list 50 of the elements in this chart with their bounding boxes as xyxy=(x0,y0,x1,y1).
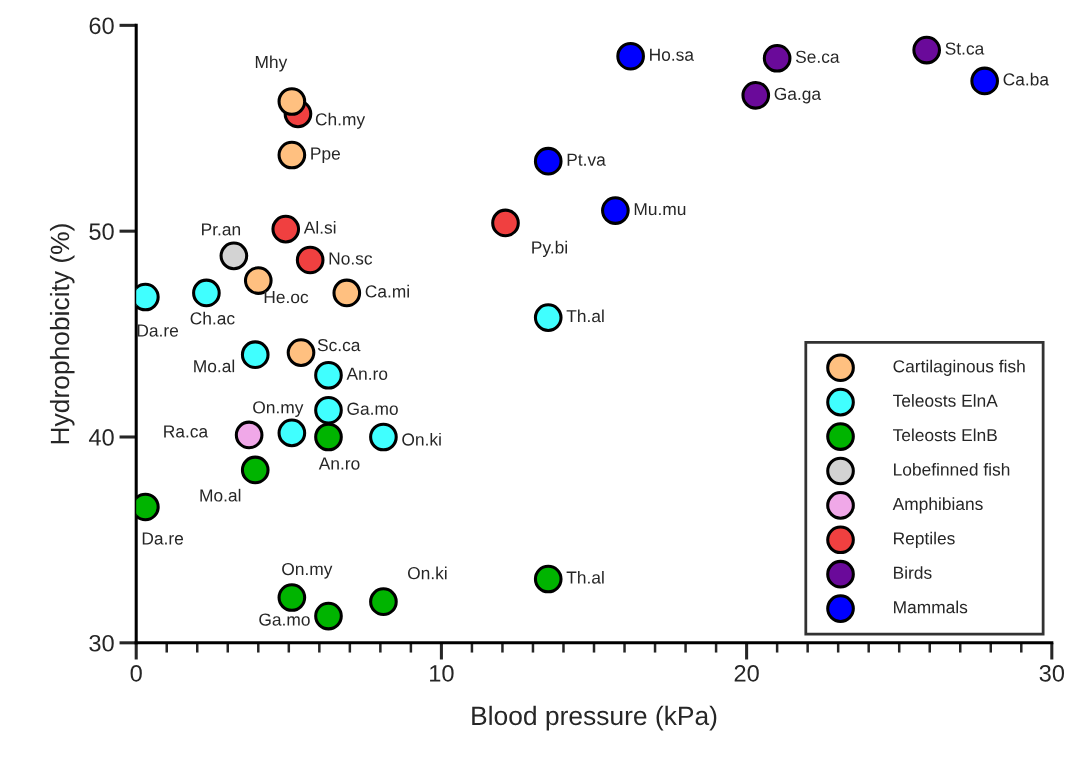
annotation: Se.ca xyxy=(795,50,840,63)
x-tick-label: 30 xyxy=(1039,664,1065,682)
annotation: Pr.an xyxy=(202,223,241,236)
annotation: Th.al xyxy=(566,309,604,323)
legend-label: Mammals xyxy=(894,600,968,614)
annotation: An.ro xyxy=(318,457,360,470)
legend-label: Lobefinned fish xyxy=(894,462,1010,476)
annotation: Da.re xyxy=(142,532,184,545)
legend-label: Teleosts ElnB xyxy=(893,428,997,442)
y-axis-title: Hydrophobicity (%) xyxy=(49,224,75,444)
annotation: Pt.va xyxy=(567,153,606,166)
annotation: On.my xyxy=(282,562,333,579)
annotation: On.ki xyxy=(407,566,447,580)
legend-label: Cartilaginous fish xyxy=(893,359,1025,376)
annotation: Mo.al xyxy=(194,359,235,373)
x-tick-label: 0 xyxy=(130,664,142,682)
annotation: Ch.ac xyxy=(190,311,235,325)
annotation: Ga.ga xyxy=(774,87,822,104)
annotation: On.my xyxy=(253,401,304,417)
annotation: Ho.sa xyxy=(650,48,694,61)
legend-label: Teleosts ElnA xyxy=(893,394,998,407)
annotation: Ch.my xyxy=(315,112,366,129)
x-tick-label: 10 xyxy=(430,664,454,682)
annotation: Mhy xyxy=(255,55,288,72)
annotation: Mu.mu xyxy=(634,203,686,216)
x-axis-title: Blood pressure (kPa) xyxy=(472,705,717,731)
y-tick-label: 60 xyxy=(89,17,114,35)
annotation: Ra.ca xyxy=(164,425,209,438)
annotation: Ca.ba xyxy=(1003,72,1049,86)
annotation: Ca.mi xyxy=(365,284,409,298)
y-tick-label: 50 xyxy=(89,223,114,240)
legend-label: Amphibians xyxy=(892,497,983,514)
y-tick-label: 40 xyxy=(88,429,114,446)
annotation: On.ki xyxy=(402,432,441,446)
annotation: Py.bi xyxy=(532,240,567,258)
annotation: Ga.mo xyxy=(259,613,310,626)
annotation: Ppe xyxy=(311,147,340,164)
x-tick-label: 20 xyxy=(734,664,759,682)
annotation: St.ca xyxy=(945,42,985,55)
annotation: Sc.ca xyxy=(317,338,361,352)
legend-label: Birds xyxy=(894,566,932,579)
annotation: An.ro xyxy=(346,367,388,380)
annotation: No.sc xyxy=(329,252,373,265)
annotation: Ga.mo xyxy=(347,402,398,415)
annotation: He.oc xyxy=(264,291,309,304)
y-tick-label: 30 xyxy=(89,634,114,652)
annotation: Mo.al xyxy=(200,488,241,502)
annotation: Al.si xyxy=(303,221,336,234)
annotation: Th.al xyxy=(566,570,604,584)
legend-label: Reptiles xyxy=(894,531,955,548)
